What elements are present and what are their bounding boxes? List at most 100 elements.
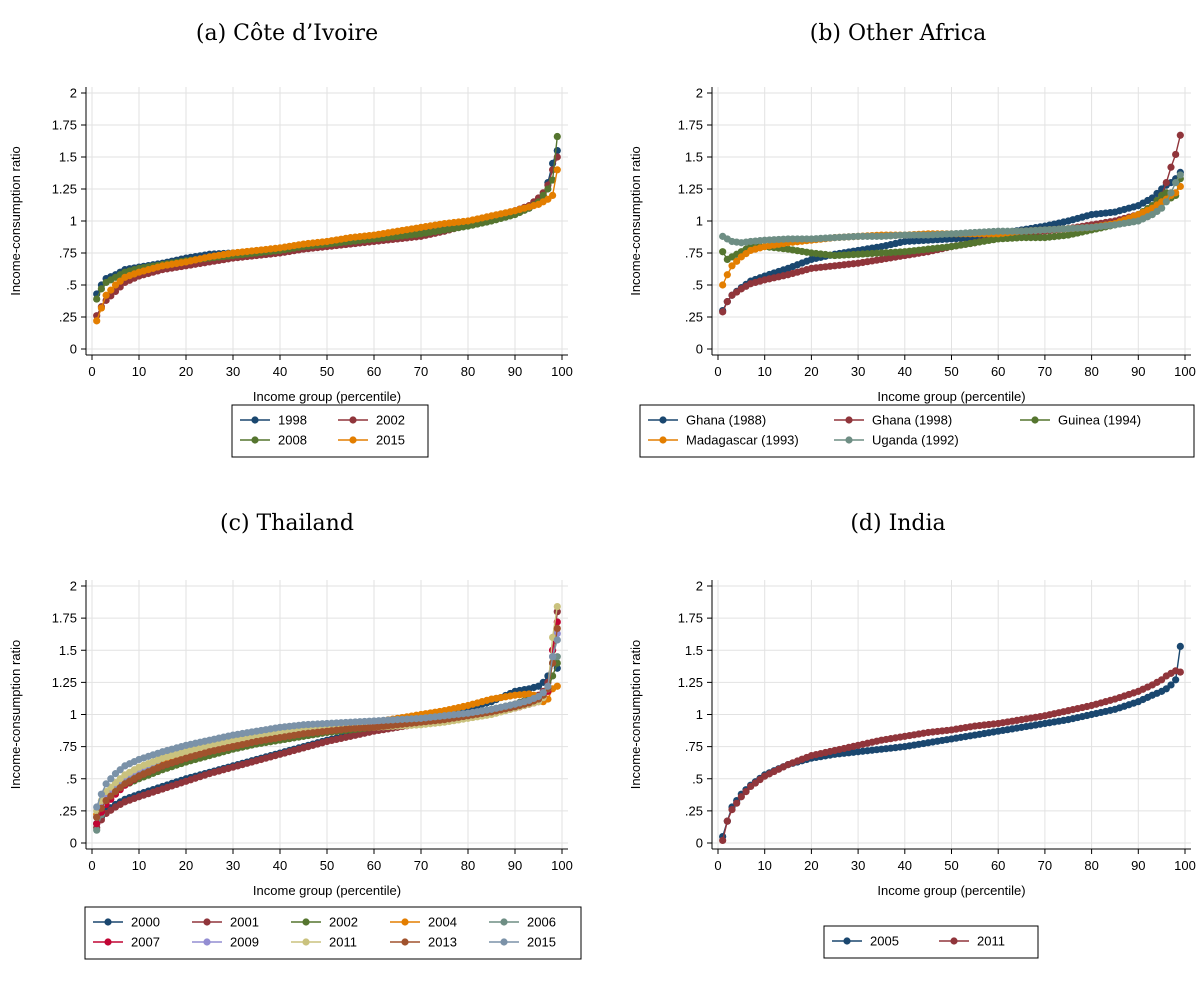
- y-tick-label: 1.5: [59, 643, 77, 658]
- y-tick-label: 1: [70, 707, 77, 722]
- legend-box: [823, 925, 1039, 959]
- data-point: [102, 291, 110, 299]
- legend-swatch-marker: [845, 436, 853, 444]
- legend-label: 2015: [376, 433, 405, 448]
- data-point: [93, 295, 101, 303]
- legend-label: 2011: [977, 934, 1005, 949]
- y-tick-label: 1.25: [52, 675, 77, 690]
- data-point: [737, 793, 745, 801]
- series-2011: [719, 667, 1184, 845]
- y-tick-label: 0: [70, 836, 77, 851]
- data-point: [97, 304, 105, 312]
- legend-label: 2011: [329, 935, 357, 950]
- legend-label: 2006: [527, 915, 556, 930]
- data-point: [719, 836, 727, 845]
- data-point: [719, 281, 727, 289]
- y-tick-label: .25: [59, 310, 77, 325]
- data-point: [553, 624, 561, 633]
- y-tick-label: .75: [59, 246, 77, 261]
- x-tick-label: 70: [414, 858, 428, 873]
- y-tick-label: 1.5: [685, 150, 703, 165]
- legend-swatch-marker: [659, 436, 667, 444]
- y-tick-label: 1: [696, 214, 703, 229]
- data-point: [728, 262, 736, 270]
- data-point: [97, 790, 105, 798]
- legend-swatch-marker: [251, 416, 259, 424]
- y-tick-label: .75: [685, 739, 703, 754]
- data-point: [723, 817, 731, 825]
- legend-swatch-marker: [349, 436, 357, 444]
- legend-swatch-marker: [1031, 416, 1039, 424]
- legend: 2005 2011: [823, 925, 1039, 959]
- y-tick-label: .75: [685, 246, 703, 261]
- data-point: [544, 185, 552, 193]
- chart-title: (a) Côte d’Ivoire: [196, 21, 378, 46]
- legend-label: 2002: [329, 915, 358, 930]
- x-tick-label: 30: [851, 858, 865, 873]
- data-point: [1176, 668, 1184, 676]
- legend: 1998 2002 2008 2015: [231, 404, 429, 458]
- data-point: [93, 826, 101, 834]
- data-point: [723, 271, 731, 279]
- data-point: [719, 308, 727, 316]
- legend-item: 2013: [390, 935, 457, 950]
- y-tick-label: 1.75: [52, 611, 77, 626]
- data-point: [1167, 163, 1175, 171]
- x-tick-label: 60: [991, 364, 1005, 379]
- legend-item: 2002: [291, 915, 358, 930]
- data-point: [723, 298, 731, 306]
- legend-label: 2015: [527, 935, 556, 950]
- y-tick-label: .5: [66, 278, 77, 293]
- x-tick-label: 70: [1038, 858, 1052, 873]
- x-tick-label: 80: [1084, 858, 1098, 873]
- x-tick-label: 20: [179, 364, 193, 379]
- y-tick-label: 1.75: [678, 118, 703, 133]
- legend-item: 1998: [240, 413, 307, 428]
- x-tick-label: 40: [273, 364, 287, 379]
- legend-swatch-marker: [843, 937, 851, 945]
- legend-label: 1998: [278, 413, 307, 428]
- x-tick-label: 0: [714, 858, 721, 873]
- data-point: [553, 608, 561, 616]
- x-tick-label: 60: [367, 364, 381, 379]
- data-point: [1176, 642, 1184, 650]
- x-tick-label: 20: [804, 364, 818, 379]
- x-tick-label: 90: [1131, 858, 1145, 873]
- y-axis-label: Income-consumption ratio: [8, 640, 23, 790]
- y-tick-label: 1: [70, 214, 77, 229]
- y-tick-label: 1.5: [685, 643, 703, 658]
- x-tick-label: 80: [461, 858, 475, 873]
- legend-item: 2008: [240, 433, 307, 448]
- x-tick-label: 70: [414, 364, 428, 379]
- data-point: [553, 636, 561, 644]
- x-tick-label: 50: [944, 364, 958, 379]
- legend-swatch-marker: [500, 918, 508, 926]
- x-tick-label: 10: [132, 858, 146, 873]
- legend-swatch-marker: [950, 937, 958, 945]
- legend-label: 2013: [428, 935, 457, 950]
- y-tick-label: 1.75: [52, 118, 77, 133]
- x-tick-label: 100: [551, 858, 573, 873]
- data-point: [549, 653, 557, 661]
- x-tick-label: 0: [88, 364, 95, 379]
- legend-item: 2005: [832, 934, 899, 949]
- data-point: [733, 257, 741, 265]
- chart-panel-2: (b) Other Africa 0 10 20 30 40 50 60 70 80 90 100 0.…: [628, 21, 1196, 458]
- data-point: [544, 682, 552, 690]
- y-axis-label: Income-consumption ratio: [8, 146, 23, 296]
- x-tick-label: 30: [226, 858, 240, 873]
- chart-panel-3: (c) Thailand 0 10 20 30 40 50 60 70 80 90 100 0 .25 .5…: [8, 511, 582, 960]
- data-point: [93, 803, 101, 811]
- legend-label: Madagascar (1993): [686, 433, 799, 448]
- legend-label: Ghana (1998): [872, 413, 952, 428]
- data-point: [553, 132, 561, 141]
- y-tick-label: 1.25: [678, 675, 703, 690]
- y-tick-label: .5: [692, 771, 703, 786]
- y-axis-label: Income-consumption ratio: [628, 146, 643, 296]
- x-tick-label: 100: [1174, 858, 1196, 873]
- data-point: [553, 602, 561, 611]
- legend-label: 2009: [230, 935, 259, 950]
- y-axis-label: Income-consumption ratio: [628, 640, 643, 790]
- x-tick-label: 40: [273, 858, 287, 873]
